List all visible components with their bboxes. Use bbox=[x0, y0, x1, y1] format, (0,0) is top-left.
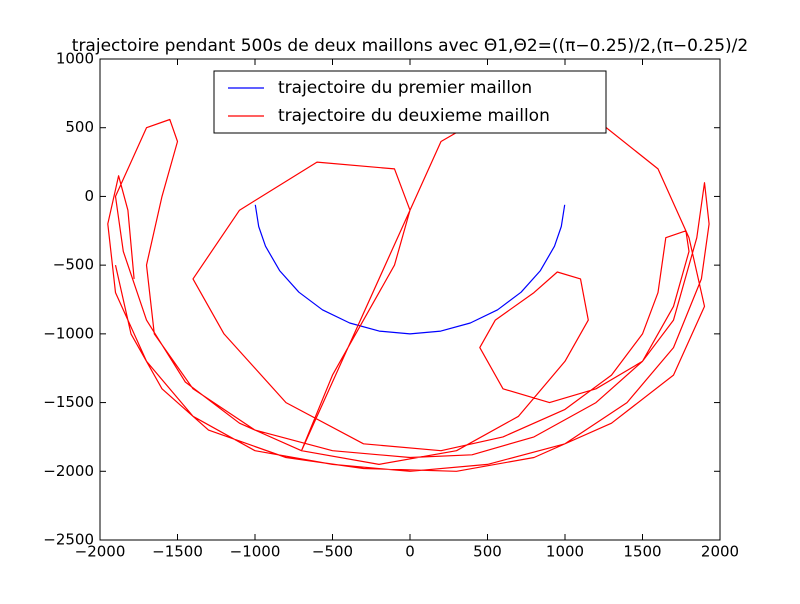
legend: trajectoire du premier maillon trajectoir… bbox=[213, 70, 607, 134]
y-tick-label: −2500 bbox=[43, 531, 94, 549]
trajectory-line bbox=[254, 204, 566, 335]
legend-box bbox=[213, 70, 607, 134]
y-tick-label: 500 bbox=[65, 118, 94, 136]
chart-title: trajectoire pendant 500s de deux maillon… bbox=[72, 36, 748, 56]
x-tick-label: −2000 bbox=[75, 543, 126, 561]
y-tick-label: −2000 bbox=[43, 462, 94, 480]
x-tick-label: 1000 bbox=[546, 543, 584, 561]
y-tick-label: 1000 bbox=[56, 50, 94, 68]
x-tick-label: 1500 bbox=[623, 543, 661, 561]
y-tick-label: −1500 bbox=[43, 393, 94, 411]
y-tick-label: 0 bbox=[84, 187, 94, 205]
legend-label: trajectoire du premier maillon bbox=[278, 78, 532, 98]
x-tick-label: −1500 bbox=[152, 543, 203, 561]
y-tick-label: −1000 bbox=[43, 324, 94, 342]
x-tick-label: 500 bbox=[473, 543, 502, 561]
x-tick-label: 0 bbox=[405, 543, 415, 561]
x-tick-label: 2000 bbox=[701, 543, 739, 561]
x-tick-label: −500 bbox=[312, 543, 353, 561]
trajectory-line bbox=[107, 105, 710, 472]
x-tick-label: −1000 bbox=[230, 543, 281, 561]
legend-label: trajectoire du deuxieme maillon bbox=[278, 106, 550, 126]
y-tick-label: −500 bbox=[53, 256, 94, 274]
